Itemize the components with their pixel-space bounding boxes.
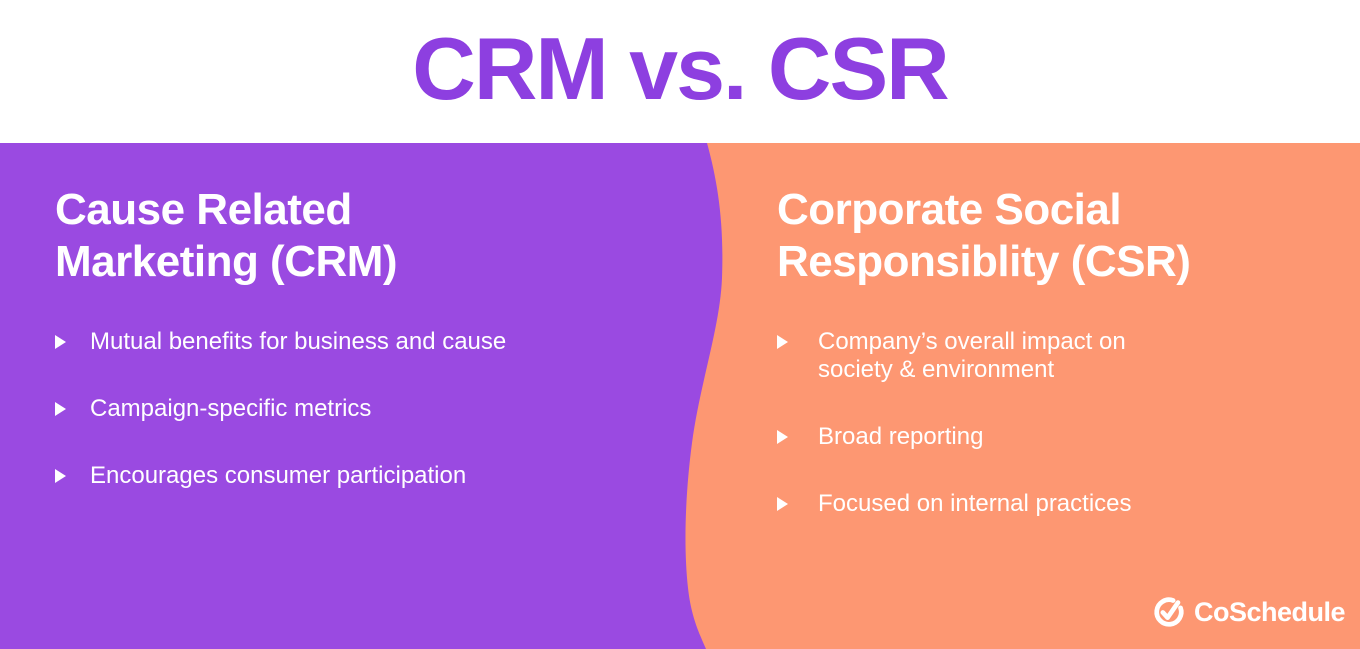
csr-bullet-list: Company’s overall impact on society & en… [777,328,1237,518]
list-item: Mutual benefits for business and cause [55,328,655,356]
bullet-triangle-icon [777,335,788,349]
crm-bullet-text: Campaign-specific metrics [90,395,372,422]
crm-heading-line1: Cause Related [55,185,352,234]
list-item: Campaign-specific metrics [55,395,655,423]
bullet-triangle-icon [777,430,788,444]
csr-heading-line2: Responsiblity (CSR) [777,237,1191,286]
list-item: Company’s overall impact on society & en… [777,328,1198,384]
csr-heading: Corporate Social Responsiblity (CSR) [777,184,1237,288]
bullet-triangle-icon [777,497,788,511]
crm-bullet-list: Mutual benefits for business and cause C… [55,328,655,490]
comparison-panels: Cause Related Marketing (CRM) Mutual ben… [0,143,1360,649]
csr-bullet-text: Broad reporting [818,423,984,450]
crm-column: Cause Related Marketing (CRM) Mutual ben… [55,143,655,529]
coschedule-check-circle-icon [1154,597,1184,627]
csr-column: Corporate Social Responsiblity (CSR) Com… [777,143,1237,557]
orange-panel-shape [685,143,1360,649]
page-title: CRM vs. CSR [412,18,949,118]
bullet-triangle-icon [55,469,66,483]
csr-heading-line1: Corporate Social [777,185,1122,234]
panel-background [0,143,1360,649]
bullet-triangle-icon [55,335,66,349]
coschedule-logo: CoSchedule [1152,595,1346,629]
list-item: Focused on internal practices [777,490,1198,518]
list-item: Encourages consumer participation [55,462,655,490]
list-item: Broad reporting [777,423,1198,451]
crm-heading: Cause Related Marketing (CRM) [55,184,655,288]
crm-bullet-text: Mutual benefits for business and cause [90,328,507,355]
csr-bullet-text: Company’s overall impact on society & en… [818,328,1126,383]
crm-bullet-text: Encourages consumer participation [90,462,467,489]
header: CRM vs. CSR [0,0,1360,143]
coschedule-logo-text: CoSchedule [1193,596,1346,627]
bullet-triangle-icon [55,402,66,416]
csr-bullet-text: Focused on internal practices [818,490,1132,517]
crm-heading-line2: Marketing (CRM) [55,237,398,286]
